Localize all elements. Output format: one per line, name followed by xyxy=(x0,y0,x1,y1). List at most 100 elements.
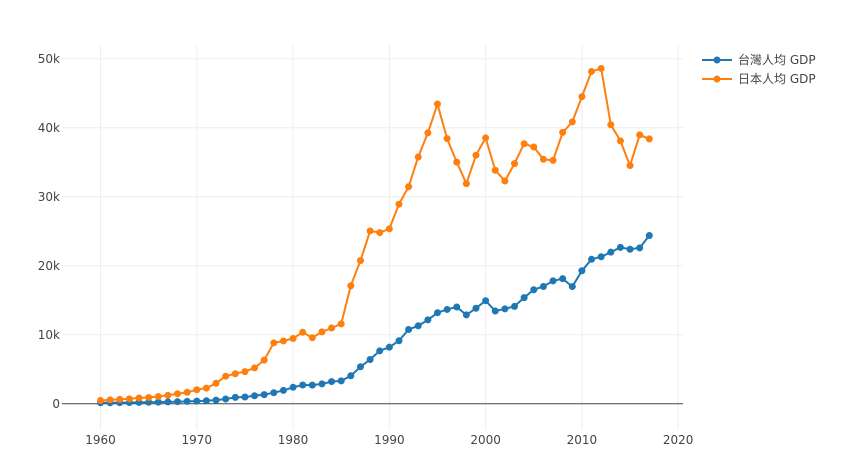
data-point xyxy=(578,93,586,101)
data-point xyxy=(501,177,509,185)
data-point xyxy=(588,255,596,263)
x-tick-label: 2010 xyxy=(567,433,598,447)
data-point xyxy=(347,282,355,290)
data-point xyxy=(597,64,605,72)
data-point xyxy=(549,277,557,285)
data-point xyxy=(645,232,653,240)
data-point xyxy=(164,391,172,399)
data-point xyxy=(299,381,307,389)
data-point xyxy=(616,243,624,251)
legend-marker-icon xyxy=(713,56,721,64)
data-point xyxy=(414,322,422,330)
data-point xyxy=(530,286,538,294)
data-point xyxy=(433,100,441,108)
y-tick-label: 50k xyxy=(38,52,60,66)
data-point xyxy=(385,343,393,351)
data-point xyxy=(626,162,634,170)
data-point xyxy=(356,363,364,371)
data-point xyxy=(193,386,201,394)
data-point xyxy=(270,339,278,347)
data-point xyxy=(337,320,345,328)
data-point xyxy=(154,398,162,406)
x-tick-label: 1970 xyxy=(182,433,213,447)
data-point xyxy=(405,325,413,333)
data-point xyxy=(270,389,278,397)
y-tick-label: 40k xyxy=(38,121,60,135)
data-point xyxy=(568,283,576,291)
data-point xyxy=(241,368,249,376)
data-point xyxy=(125,395,133,403)
data-point xyxy=(241,393,249,401)
data-point xyxy=(424,316,432,324)
data-point xyxy=(636,131,644,139)
data-point xyxy=(636,244,644,252)
data-point xyxy=(482,134,490,142)
data-point xyxy=(578,267,586,275)
data-point xyxy=(97,396,105,404)
y-tick-label: 0 xyxy=(52,397,60,411)
data-point xyxy=(260,356,268,364)
y-tick-label: 20k xyxy=(38,259,60,273)
data-point xyxy=(607,248,615,256)
series-layer xyxy=(97,64,653,407)
legend[interactable]: 台灣人均 GDP 日本人均 GDP xyxy=(702,52,816,86)
data-point xyxy=(366,227,374,235)
series-1 xyxy=(97,64,653,404)
data-point xyxy=(376,347,384,355)
data-point xyxy=(443,135,451,143)
data-point xyxy=(145,398,153,406)
legend-item-0[interactable]: 台灣人均 GDP xyxy=(702,52,816,67)
data-point xyxy=(511,160,519,168)
data-point xyxy=(231,393,239,401)
data-point xyxy=(462,311,470,319)
data-point xyxy=(212,396,220,404)
grid-lines xyxy=(62,45,683,430)
data-point xyxy=(520,140,528,148)
data-point xyxy=(597,253,605,261)
data-point xyxy=(356,257,364,265)
data-point xyxy=(174,390,182,398)
legend-label: 台灣人均 GDP xyxy=(738,52,816,67)
data-point xyxy=(520,294,528,302)
data-point xyxy=(568,118,576,126)
x-tick-label: 1960 xyxy=(85,433,116,447)
legend-label: 日本人均 GDP xyxy=(738,72,816,86)
data-point xyxy=(222,395,230,403)
data-point xyxy=(588,67,596,75)
data-point xyxy=(289,334,297,342)
series-line xyxy=(100,234,651,404)
data-point xyxy=(376,229,384,237)
data-point xyxy=(202,397,210,405)
x-tick-label: 2020 xyxy=(663,433,694,447)
data-point xyxy=(501,305,509,313)
data-point xyxy=(308,381,316,389)
data-point xyxy=(511,302,519,310)
data-point xyxy=(491,307,499,315)
data-point xyxy=(385,225,393,233)
data-point xyxy=(308,334,316,342)
data-point xyxy=(337,377,345,385)
legend-item-1[interactable]: 日本人均 GDP xyxy=(702,72,816,86)
data-point xyxy=(395,200,403,208)
data-point xyxy=(174,398,182,406)
data-point xyxy=(328,324,336,332)
data-point xyxy=(453,158,461,166)
data-point xyxy=(645,135,653,143)
data-point xyxy=(202,384,210,392)
data-point xyxy=(549,156,557,164)
data-point xyxy=(424,129,432,137)
data-point xyxy=(260,391,268,399)
data-point xyxy=(443,305,451,313)
data-point xyxy=(251,392,259,400)
data-point xyxy=(366,355,374,363)
x-tick-label: 1980 xyxy=(278,433,309,447)
data-point xyxy=(222,372,230,380)
data-point xyxy=(299,328,307,336)
data-point xyxy=(279,386,287,394)
data-point xyxy=(414,153,422,161)
data-point xyxy=(539,155,547,163)
data-point xyxy=(616,137,624,145)
y-tick-label: 10k xyxy=(38,328,60,342)
data-point xyxy=(318,380,326,388)
data-point xyxy=(106,396,114,404)
